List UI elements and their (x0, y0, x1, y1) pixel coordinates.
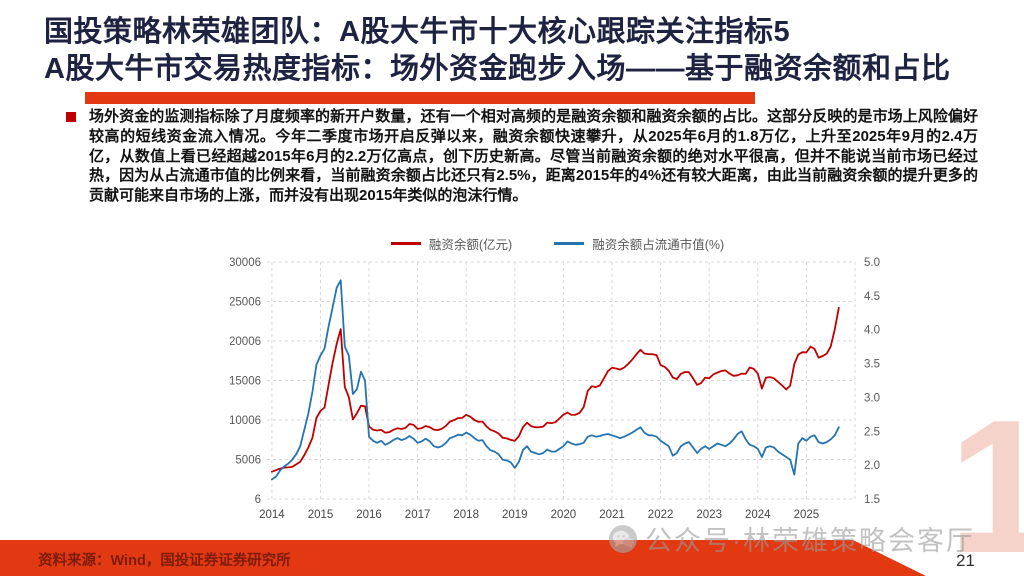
legend-item-margin-balance: 融资余额(亿元) (390, 234, 513, 253)
page-title-line2: A股大牛市交易热度指标：场外资金跑步入场——基于融资余额和占比 (44, 53, 951, 85)
x-axis-tick: 2023 (696, 509, 722, 521)
legend-swatch-margin-balance (390, 241, 421, 245)
x-axis-tick: 2024 (745, 509, 771, 521)
y-axis-left-tick: 25006 (230, 297, 261, 309)
title-underline-bar (85, 92, 755, 104)
y-axis-right-tick: 4.0 (864, 325, 880, 337)
page-number: 21 (956, 551, 975, 570)
legend-label-margin-balance: 融资余额(亿元) (428, 237, 513, 252)
line-margin-balance (271, 307, 840, 473)
page-title-line1: 国投策略林荣雄团队：A股大牛市十大核心跟踪关注指标5 (44, 16, 791, 48)
footer-banner (0, 540, 926, 576)
legend-swatch-margin-ratio (554, 241, 585, 245)
y-axis-right-tick: 2.5 (864, 426, 880, 438)
y-axis-left-tick: 5006 (235, 455, 261, 467)
background-number-watermark: 1 (948, 381, 1024, 576)
y-axis-left-tick: 10006 (230, 415, 261, 427)
line-margin-ratio (271, 279, 840, 481)
y-axis-left-tick: 6 (255, 494, 261, 506)
x-axis-tick: 2016 (356, 509, 382, 521)
watermark: 公众号·林荣雄策略会客厅 (608, 519, 975, 558)
y-axis-left-tick: 20006 (230, 336, 261, 348)
x-axis-tick: 2018 (453, 509, 479, 521)
source-note: 资料来源：Wind，国投证券证券研究所 (38, 553, 291, 569)
x-axis-tick: 2022 (648, 509, 674, 521)
wechat-icon (609, 524, 637, 553)
y-axis-left-tick: 30006 (230, 257, 261, 269)
y-axis-right-tick: 3.5 (864, 359, 880, 371)
y-axis-left-tick: 15006 (230, 376, 261, 388)
x-axis-tick: 2025 (794, 509, 820, 521)
chart-legend: 融资余额(亿元) 融资余额占流通市值(%) (230, 232, 885, 254)
y-axis-right-tick: 5.0 (864, 257, 880, 269)
chart-plot: 30006 25006 20006 15006 10006 5006 6 5.0 4.5 4.0 3… (230, 257, 880, 521)
y-axis-right-tick: 3.0 (864, 392, 880, 404)
x-axis-tick: 2019 (502, 509, 528, 521)
x-axis-tick: 2014 (259, 509, 285, 521)
body-paragraph: 场外资金的监测指标除了月度频率的新开户数量，还有一个相对高频的是融资余额和融资余… (89, 108, 978, 205)
bullet-marker (66, 112, 76, 122)
x-axis-tick: 2021 (599, 509, 625, 521)
watermark-text: 公众号·林荣雄策略会客厅 (645, 526, 975, 556)
y-axis-right-tick: 1.5 (864, 494, 880, 506)
legend-item-margin-ratio: 融资余额占流通市值(%) (554, 234, 724, 253)
x-axis-tick: 2020 (551, 509, 577, 521)
y-axis-right-tick: 2.0 (864, 460, 880, 472)
body-section: 场外资金的监测指标除了月度频率的新开户数量，还有一个相对高频的是融资余额和融资余… (66, 107, 978, 206)
x-axis-tick: 2015 (308, 509, 334, 521)
page-title: 国投策略林荣雄团队：A股大牛市十大核心跟踪关注指标5 A股大牛市交易热度指标：场… (44, 14, 950, 88)
y-axis-right-tick: 4.5 (864, 291, 880, 303)
x-axis-tick: 2017 (405, 509, 431, 521)
legend-label-margin-ratio: 融资余额占流通市值(%) (592, 237, 725, 252)
margin-balance-chart: 融资余额(亿元) 融资余额占流通市值(%) 30006 25006 20006 1500… (230, 232, 885, 534)
